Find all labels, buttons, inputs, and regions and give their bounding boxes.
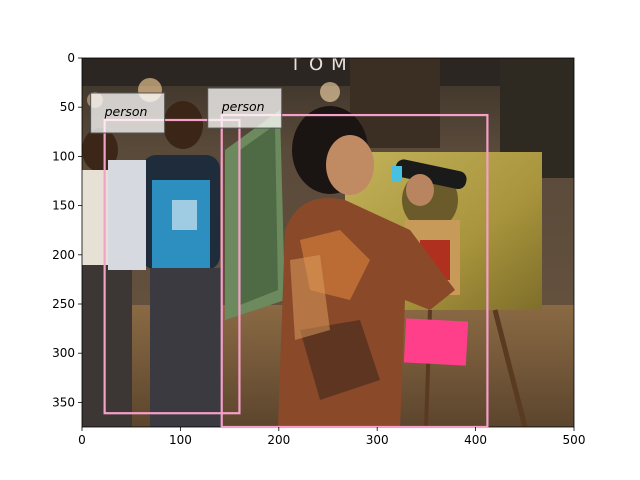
x-tick-label: 200 (267, 433, 290, 447)
y-tick-label: 150 (52, 199, 75, 213)
x-tick-label: 100 (169, 433, 192, 447)
person-bounding-box (103, 118, 241, 415)
box-label-background (207, 87, 283, 129)
x-tick-label: 400 (464, 433, 487, 447)
photo: TOMMY (82, 58, 574, 427)
x-tick-label: 500 (563, 433, 586, 447)
y-tick-label: 300 (52, 346, 75, 360)
y-tick-label: 200 (52, 248, 75, 262)
person-bounding-box (220, 113, 489, 429)
y-tick-label: 50 (60, 100, 75, 114)
y-tick-label: 250 (52, 297, 75, 311)
x-axis-ticks: 0 100 200 300 400 500 (78, 427, 585, 447)
box-label: person (221, 99, 265, 114)
y-tick-label: 350 (52, 395, 75, 409)
y-axis-ticks: 0 50 100 150 200 250 300 350 (52, 51, 82, 409)
y-tick-label: 0 (67, 51, 75, 65)
storefront-band (82, 58, 574, 86)
x-tick-label: 300 (366, 433, 389, 447)
box-label-background (90, 92, 166, 134)
detection-boxes: person person (90, 87, 489, 429)
pink-sign (403, 318, 469, 366)
y-tick-label: 100 (52, 149, 75, 163)
x-tick-label: 0 (78, 433, 86, 447)
box-label: person (104, 104, 148, 119)
